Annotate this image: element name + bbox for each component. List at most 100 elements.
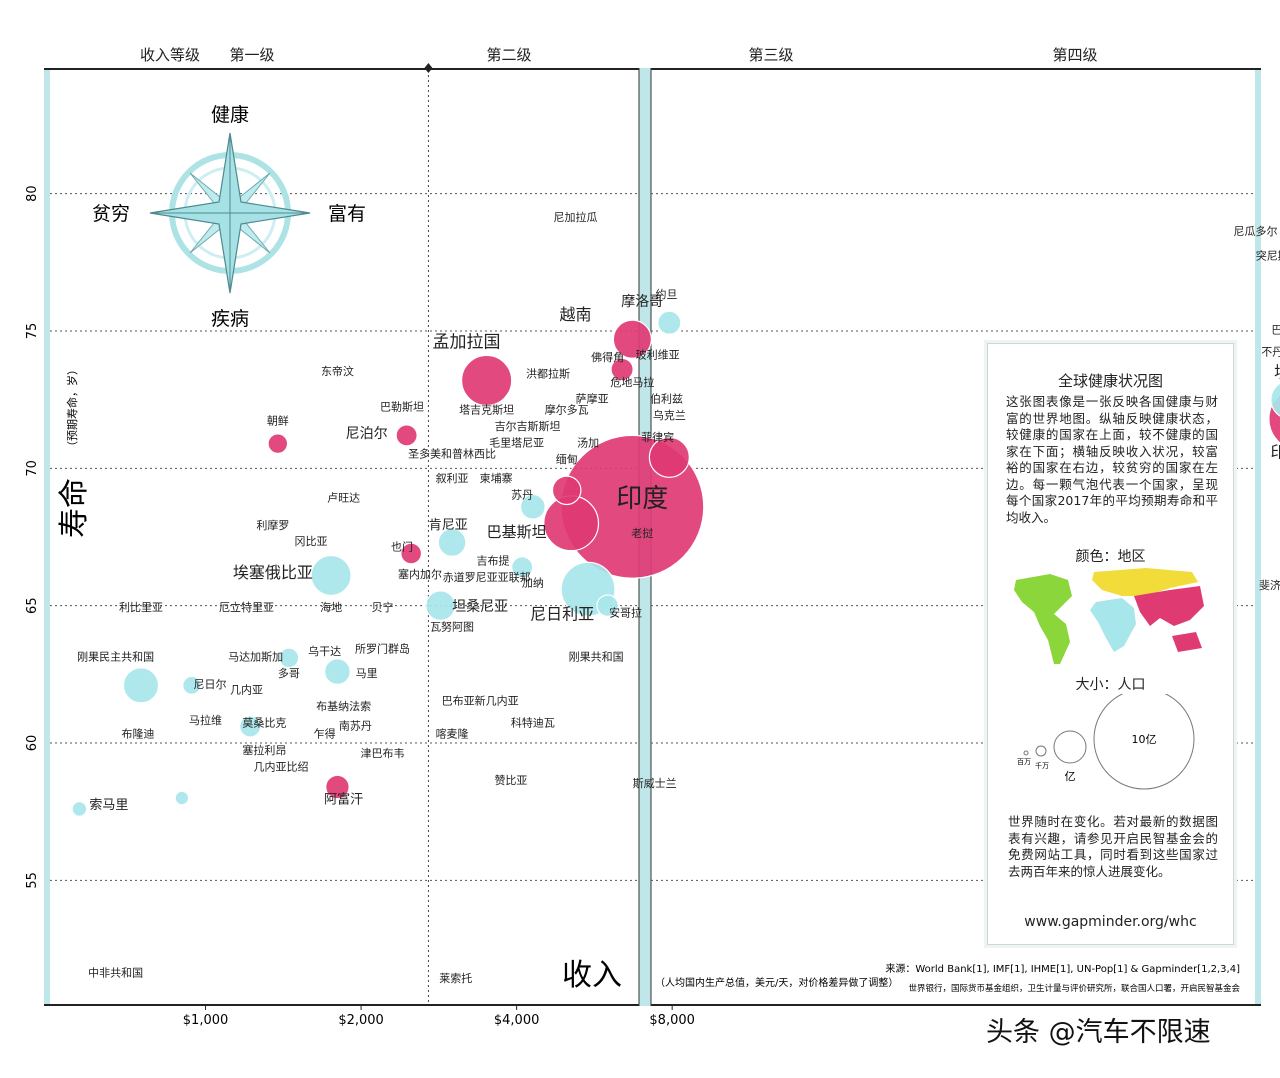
y-tick-label: 80: [25, 185, 40, 202]
country-label: 缅甸: [556, 452, 578, 466]
source-credit-note: 世界银行，国际货币基金组织，卫生计量与评价研究所，联合国人口署，开启民智基金会: [908, 983, 1240, 994]
map-region-americas: [1014, 574, 1072, 664]
y-tick-label: 65: [25, 597, 40, 614]
country-label: 斯威士兰: [633, 777, 677, 790]
bubble-孟加拉国: [461, 354, 513, 407]
country-label: 苏丹: [511, 489, 533, 502]
bubble-苏丹: [519, 493, 546, 520]
country-label: 莫桑比克: [242, 717, 286, 730]
y-tick-label: 75: [25, 323, 40, 340]
compass-east-label: 富有: [328, 203, 366, 225]
bubbles: [71, 310, 1280, 817]
compass-north-label: 健康: [211, 104, 249, 126]
bubble-尼日尔: [182, 675, 202, 695]
bubble-乌兹别克斯坦: [610, 357, 634, 382]
country-label: 马拉维: [189, 713, 222, 727]
country-label: 刚果共和国: [569, 651, 624, 664]
country-label: 巴拉圭: [1271, 323, 1280, 337]
country-label: 也门: [391, 540, 413, 554]
country-label: 佛得角: [591, 351, 624, 364]
bubble-尼泊尔: [395, 424, 418, 447]
legend-size-caption: 大小：人口: [1075, 677, 1146, 693]
country-label: 圣多美和普林西比: [408, 446, 496, 460]
country-label: 印度: [616, 484, 668, 514]
country-labels: 日本西班牙法国澳大利亚瑞士新加坡以色列挪威瑞典荷兰新西兰卢森堡哥斯达黎加葡萄牙韩…: [77, 210, 1280, 985]
country-label: 布基纳法索: [316, 699, 371, 713]
country-label: 坦桑尼亚: [452, 599, 508, 615]
country-label: 利比里亚: [119, 601, 163, 614]
country-label: 摩洛哥: [621, 293, 663, 310]
country-label: 莱索托: [439, 971, 472, 985]
bubble-安哥拉: [596, 594, 619, 617]
bubble-埃塞俄比亚: [310, 554, 352, 597]
axes: 556065707580$1,000$2,000$4,000$8,000$16,…: [25, 63, 695, 1028]
country-label: 吉布提: [476, 554, 509, 567]
country-label: 摩尔多瓦: [545, 402, 589, 416]
chart-border-top: [44, 68, 1261, 70]
bubble-苏丹南部: [174, 790, 190, 806]
country-label: 南苏丹: [339, 719, 372, 732]
country-label: 朝鲜: [267, 413, 289, 427]
income-tiers: 收入等级 第一级 第二级 第三级 第四级: [140, 46, 1098, 64]
country-label: 菲律宾: [641, 430, 674, 444]
tier-marker: [424, 63, 433, 73]
country-label: 马达加斯加: [228, 651, 283, 664]
source-credit: 来源：World Bank[1], IMF[1], IHME[1], UN-Po…: [885, 962, 1240, 975]
country-label: 几内亚比绍: [254, 760, 309, 774]
country-label: 喀麦隆: [436, 727, 469, 741]
tier-label-income-level: 收入等级: [140, 46, 200, 64]
country-label: 玻利维亚: [636, 348, 680, 361]
country-label: 东帝汶: [321, 364, 354, 378]
country-label: 塞内加尔: [398, 567, 442, 581]
country-label: 卢旺达: [327, 491, 360, 504]
x-axis-title: 收入: [562, 958, 622, 993]
country-label: 埃及: [1274, 363, 1280, 382]
country-label: 巴勒斯坦: [380, 400, 424, 414]
country-label: 瓦努阿图: [430, 619, 474, 633]
country-label: 肯尼亚: [429, 518, 468, 533]
x-tick-label: $4,000: [494, 1013, 540, 1028]
country-label: 孟加拉国: [433, 332, 501, 352]
country-label: 危地马拉: [610, 375, 654, 389]
country-label: 索马里: [89, 798, 128, 813]
size-legend-label-ten-million: 千万: [1035, 761, 1049, 770]
legend-note: 世界随时在变化。若对最新的数据图表有兴趣，请参见开启民智基金会的免费网站工具，同…: [1008, 814, 1218, 879]
size-legend-label-billion: 10亿: [1132, 733, 1157, 746]
world-map-legend: [1014, 568, 1204, 664]
bubble-也门: [400, 542, 423, 565]
y-tick-label: 60: [25, 735, 40, 752]
legend-url[interactable]: www.gapminder.org/whc: [1024, 914, 1197, 930]
country-label: 巴基斯坦: [487, 523, 547, 541]
y-tick-label: 70: [25, 460, 40, 477]
country-label: 尼瓜多尔: [1233, 224, 1277, 238]
size-legend-million: [1023, 750, 1029, 756]
country-label: 塔吉克斯坦: [459, 402, 514, 416]
country-label: 马里: [356, 667, 378, 680]
country-label: 突尼斯: [1256, 249, 1280, 263]
tier-label-3: 第三级: [748, 46, 793, 64]
chart-border-right: [1255, 68, 1261, 1006]
chart-border-left: [44, 68, 50, 1006]
x-tick-label: $8,000: [649, 1013, 695, 1028]
legend-description: 这张图表像是一张反映各国健康与财富的世界地图。纵轴反映健康状态，较健康的国家在上…: [1006, 394, 1218, 525]
tier-label-2: 第二级: [486, 46, 531, 64]
y-axis-title: 寿命: [57, 478, 92, 538]
size-legend: 百万 千万 亿 10亿: [1017, 694, 1195, 790]
country-label: 尼日尔: [193, 678, 226, 691]
country-label: 冈比亚: [295, 535, 328, 548]
country-label: 尼加拉瓜: [554, 210, 598, 224]
y-tick-label: 55: [25, 872, 40, 889]
country-label: 汤加: [577, 435, 599, 449]
country-label: 不丹: [1261, 346, 1280, 359]
axis-titles: 寿命 （预期寿命，岁） 收入 （人均国内生产总值，美元/天，对价格差异做了调整）…: [57, 364, 1240, 994]
country-label: 加纳: [522, 576, 544, 589]
country-label: 印度尼西亚: [1270, 442, 1280, 461]
country-label: 老挝: [631, 526, 653, 540]
chart-border-bottom: [44, 1004, 1261, 1006]
country-label: 乌克兰: [653, 408, 686, 422]
x-axis-note: （人均国内生产总值，美元/天，对价格差异做了调整）: [655, 976, 898, 989]
country-label: 赤道罗尼亚亚联邦: [443, 570, 531, 584]
bubble-马达加斯加: [278, 647, 300, 669]
bubble-摩洛哥: [657, 310, 682, 335]
